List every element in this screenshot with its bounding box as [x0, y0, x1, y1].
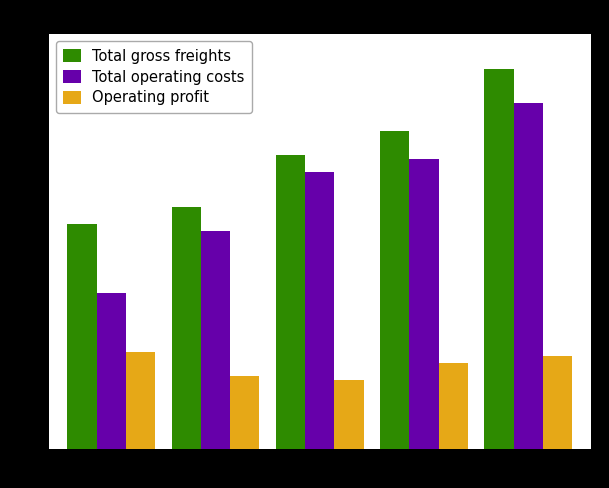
Bar	[513, 103, 543, 449]
Bar	[68, 224, 97, 449]
Bar	[172, 207, 201, 449]
Bar	[230, 376, 259, 449]
Bar	[201, 231, 230, 449]
Bar	[438, 363, 468, 449]
Bar	[380, 131, 409, 449]
Bar	[484, 69, 513, 449]
Bar	[276, 155, 305, 449]
Bar	[305, 172, 334, 449]
Legend: Total gross freights, Total operating costs, Operating profit: Total gross freights, Total operating co…	[56, 41, 252, 113]
Bar	[409, 159, 438, 449]
Bar	[126, 352, 155, 449]
Bar	[97, 293, 126, 449]
Bar	[334, 380, 364, 449]
Bar	[543, 356, 572, 449]
